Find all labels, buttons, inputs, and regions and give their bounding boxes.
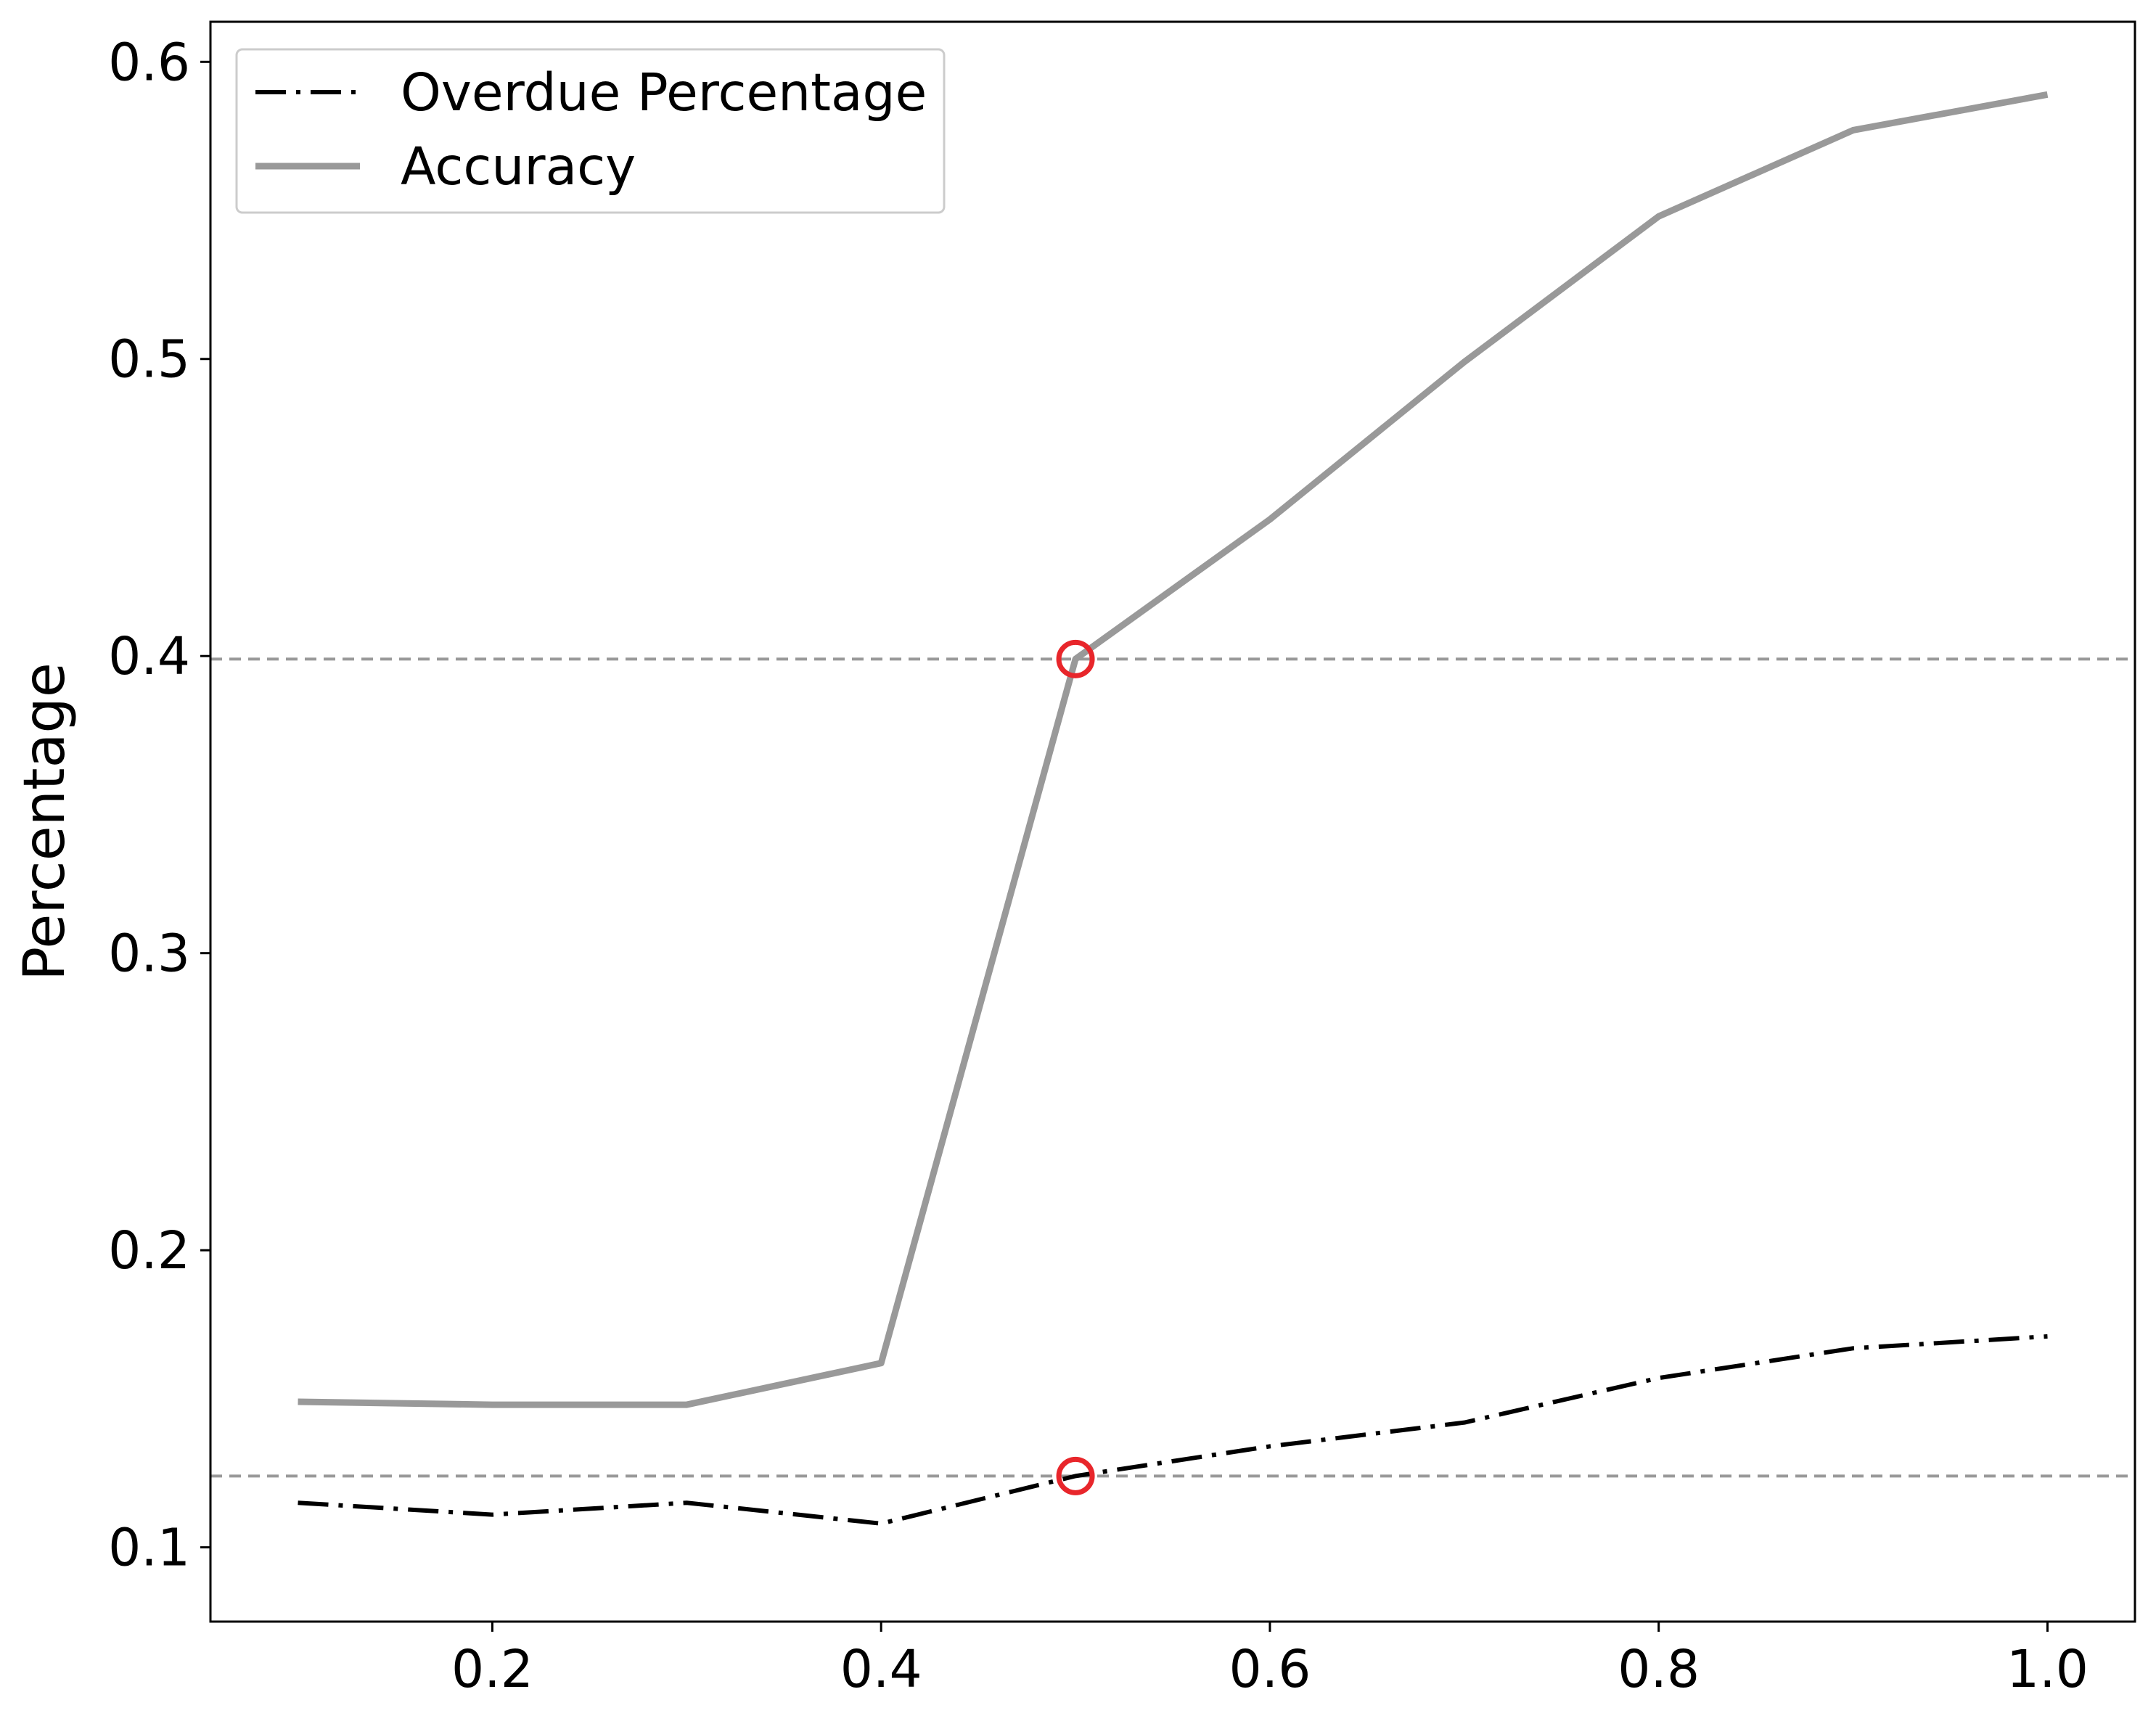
legend-label-1: Accuracy [401, 136, 636, 197]
data-point-series-0-8 [1852, 1347, 1855, 1350]
plot-area-frame [209, 20, 2136, 1623]
highlight-marker-0 [1056, 639, 1095, 678]
data-point-series-0-7 [1657, 1376, 1660, 1379]
data-point-series-1-0 [297, 1400, 300, 1403]
series-line-0 [298, 1334, 2048, 1526]
x-tick-label-0: 0.2 [451, 1639, 533, 1699]
data-point-series-1-8 [1852, 128, 1855, 131]
series-line-1 [298, 91, 2049, 1408]
data-point-series-1-5 [1268, 518, 1271, 521]
data-point-series-1-6 [1463, 361, 1466, 363]
data-point-series-1-2 [685, 1403, 688, 1406]
y-tick-label-0: 0.1 [108, 1518, 190, 1578]
x-axis-ticks: 0.2 0.4 0.6 0.8 1.0 [451, 1622, 2089, 1699]
y-tick-label-4: 0.5 [108, 329, 190, 390]
highlight-marker-1 [1056, 1456, 1095, 1495]
x-tick-label-4: 1.0 [2007, 1639, 2089, 1699]
series-lines [297, 91, 2049, 1526]
data-point-series-0-9 [2046, 1335, 2049, 1338]
data-point-series-0-5 [1268, 1445, 1271, 1447]
data-point-series-1-1 [491, 1403, 493, 1406]
y-tick-label-1: 0.2 [108, 1220, 190, 1281]
x-tick-label-3: 0.8 [1618, 1639, 1700, 1699]
data-point-series-1-4 [1074, 657, 1077, 660]
legend-frame [235, 48, 946, 214]
data-point-series-0-1 [491, 1513, 493, 1516]
data-point-series-0-2 [685, 1501, 688, 1504]
y-tick-label-5: 0.6 [108, 32, 190, 92]
x-tick-label-1: 0.4 [840, 1639, 922, 1699]
y-axis-ticks: 0.1 0.2 0.3 0.4 0.5 0.6 [108, 32, 210, 1578]
y-tick-label-3: 0.4 [108, 626, 190, 686]
highlight-markers [1056, 639, 1095, 1495]
data-point-series-0-6 [1463, 1421, 1466, 1424]
data-point-series-0-3 [880, 1522, 882, 1525]
x-tick-label-2: 0.6 [1229, 1639, 1311, 1699]
data-point-series-0-0 [297, 1501, 300, 1504]
data-point-series-1-3 [880, 1362, 882, 1365]
data-point-series-1-7 [1657, 215, 1660, 218]
legend-label-0: Overdue Percentage [401, 62, 927, 123]
reference-lines [210, 657, 2135, 1478]
y-tick-label-2: 0.3 [108, 924, 190, 984]
y-axis-label: Percentage [12, 662, 78, 981]
data-point-series-1-9 [2046, 93, 2049, 96]
legend: Overdue Percentage Accuracy [235, 48, 946, 214]
data-point-series-0-4 [1074, 1474, 1077, 1477]
